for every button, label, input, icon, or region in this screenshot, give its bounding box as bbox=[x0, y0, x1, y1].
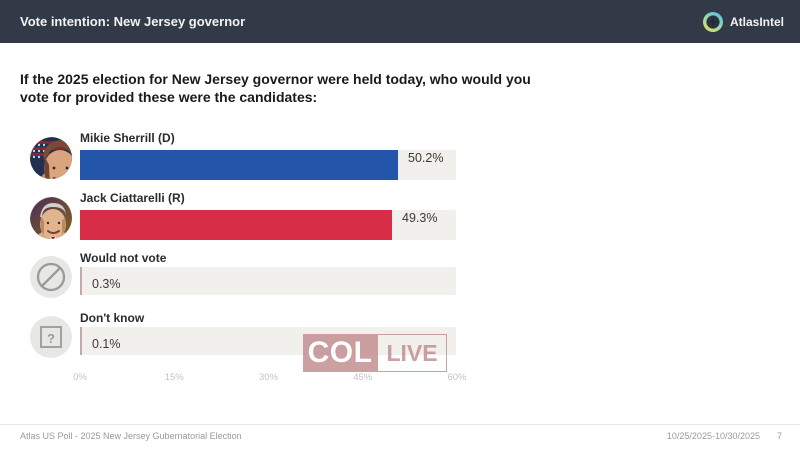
svg-text:?: ? bbox=[47, 331, 55, 346]
